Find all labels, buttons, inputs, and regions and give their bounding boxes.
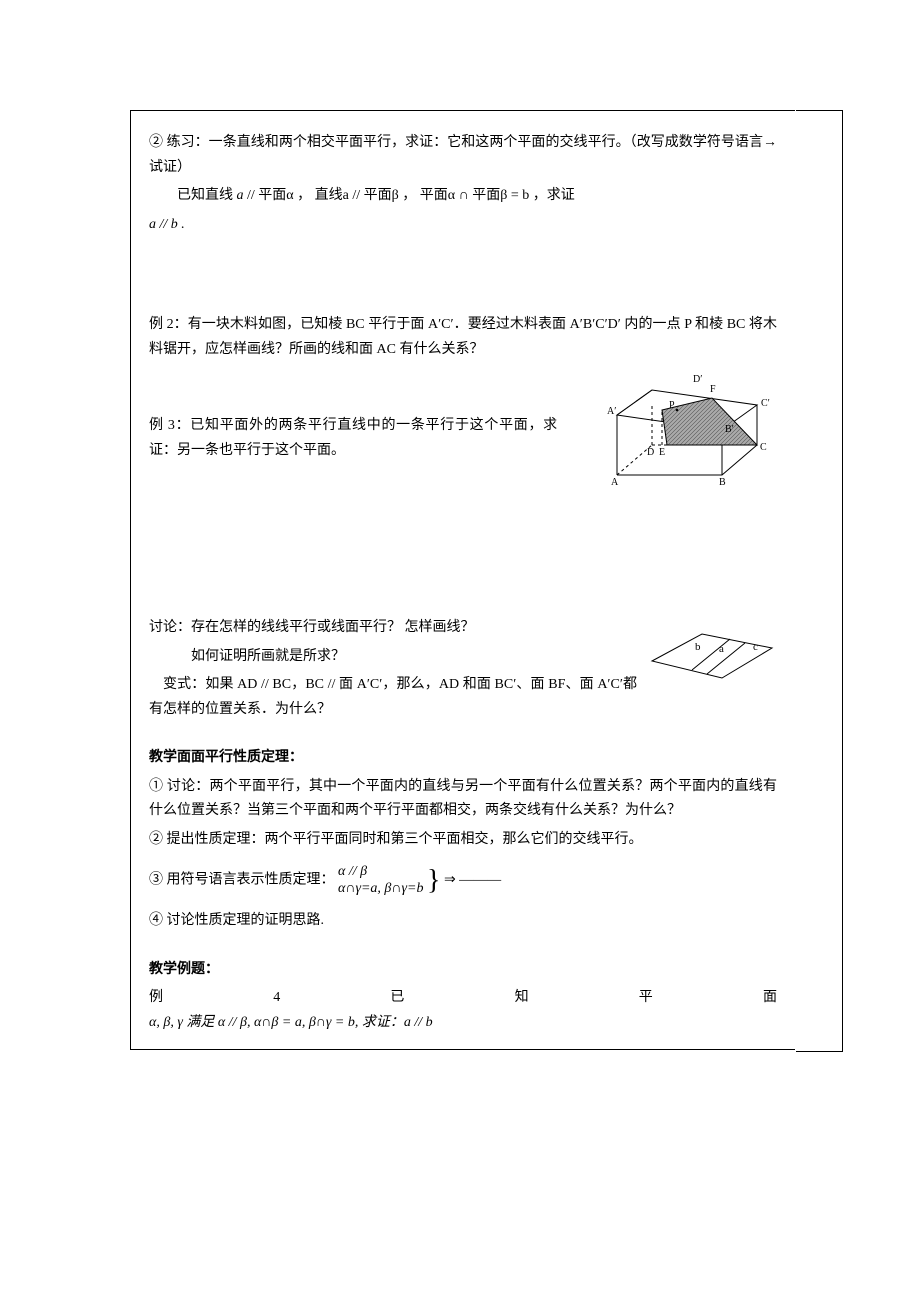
- example-4-row: 例 4 已 知 平 面: [149, 986, 777, 1011]
- arrow: ⇒: [444, 873, 456, 888]
- main-content-cell: ② 练习：一条直线和两个相交平面平行，求证：它和这两个平面的交线平行。（改写成数…: [130, 110, 795, 1050]
- examples-title: 教学例题：: [149, 958, 777, 983]
- right-empty-column: [796, 110, 843, 1052]
- prove-word: ，求证: [533, 188, 575, 203]
- ex4-c6: 面: [763, 986, 777, 1011]
- spacer: [149, 568, 777, 616]
- sym-bot: α∩γ=a, β∩γ=b: [338, 881, 423, 898]
- right-brace: }: [427, 865, 440, 896]
- svg-text:B′: B′: [725, 424, 734, 435]
- intersect: 平面α ∩ 平面β = b: [420, 188, 529, 203]
- exercise-2-given: 已知直线 a // 平面α ， 直线a // 平面β ， 平面α ∩ 平面β =…: [149, 184, 777, 209]
- theorem-title: 教学面面平行性质定理：: [149, 746, 777, 771]
- svg-text:B: B: [719, 477, 726, 488]
- ex4-c5: 平: [639, 986, 653, 1011]
- svg-text:c: c: [753, 641, 758, 653]
- concl: a // b .: [149, 217, 185, 232]
- page: ② 练习：一条直线和两个相交平面平行，求证：它和这两个平面的交线平行。（改写成数…: [0, 0, 920, 1090]
- spacer: [149, 938, 777, 958]
- discuss-figure: b a c: [647, 626, 777, 696]
- text: 已知直线: [177, 188, 233, 203]
- ex4-math: α, β, γ 满足 α // β, α∩β = a, β∩γ = b, 求证：…: [149, 1015, 433, 1030]
- comma: ，: [402, 188, 416, 203]
- svg-text:a: a: [719, 643, 724, 655]
- plane-beta: 平面β: [364, 188, 399, 203]
- theorem-p4: ④ 讨论性质定理的证明思路.: [149, 909, 777, 934]
- ex4-c1: 例: [149, 986, 163, 1011]
- op-parallel: //: [247, 188, 258, 203]
- theorem-p3: ③ 用符号语言表示性质定理： α // β α∩γ=a, β∩γ=b } ⇒ —…: [149, 856, 777, 905]
- svg-text:A: A: [611, 477, 619, 488]
- parallelogram-diagram: b a c: [647, 626, 777, 696]
- theorem-p1: ① 讨论：两个平面平行，其中一个平面内的直线与另一个平面有什么位置关系？两个平面…: [149, 775, 777, 824]
- plane-alpha: 平面α: [258, 188, 293, 203]
- svg-text:F: F: [710, 384, 716, 395]
- svg-text:C: C: [760, 442, 767, 453]
- example-2-text: 例 2：有一块木料如图，已知棱 BC 平行于面 A′C′．要经过木料表面 A′B…: [149, 313, 777, 362]
- sym-top: α // β: [338, 864, 423, 881]
- svg-text:P: P: [669, 400, 675, 411]
- spacer: [149, 496, 777, 568]
- spacer: [149, 726, 777, 746]
- p3-prefix: ③ 用符号语言表示性质定理：: [149, 873, 335, 888]
- example-2-figure: A B C D A′ B′ C′ D′ E F P: [607, 370, 777, 490]
- blank-line: ———: [459, 873, 501, 888]
- theorem-p2: ② 提出性质定理：两个平行平面同时和第三个平面相交，那么它们的交线平行。: [149, 828, 777, 853]
- example-3-text: 例 3：已知平面外的两条平行直线中的一条平行于这个平面，求证：另一条也平行于这个…: [149, 414, 557, 463]
- spacer: [149, 241, 777, 313]
- example-4-line2: α, β, γ 满足 α // β, α∩β = a, β∩γ = b, 求证：…: [149, 1011, 777, 1036]
- ex4-c3: 已: [390, 986, 404, 1011]
- line-a: 直线a: [315, 188, 349, 203]
- svg-text:D: D: [647, 447, 654, 458]
- prism-diagram: A B C D A′ B′ C′ D′ E F P: [607, 370, 777, 490]
- var-a: a: [237, 188, 244, 203]
- svg-text:A′: A′: [607, 406, 616, 417]
- exercise-2-statement: ② 练习：一条直线和两个相交平面平行，求证：它和这两个平面的交线平行。（改写成数…: [149, 131, 777, 180]
- symbol-fraction: α // β α∩γ=a, β∩γ=b: [338, 864, 423, 898]
- ex4-c4: 知: [515, 986, 529, 1011]
- svg-text:E: E: [659, 447, 665, 458]
- comma: ，: [297, 188, 311, 203]
- exercise-2-conclusion: a // b .: [149, 213, 777, 238]
- ex4-c2: 4: [273, 986, 280, 1011]
- svg-text:C′: C′: [761, 398, 770, 409]
- svg-text:D′: D′: [693, 374, 702, 385]
- op-parallel: //: [352, 188, 363, 203]
- svg-text:b: b: [695, 641, 701, 653]
